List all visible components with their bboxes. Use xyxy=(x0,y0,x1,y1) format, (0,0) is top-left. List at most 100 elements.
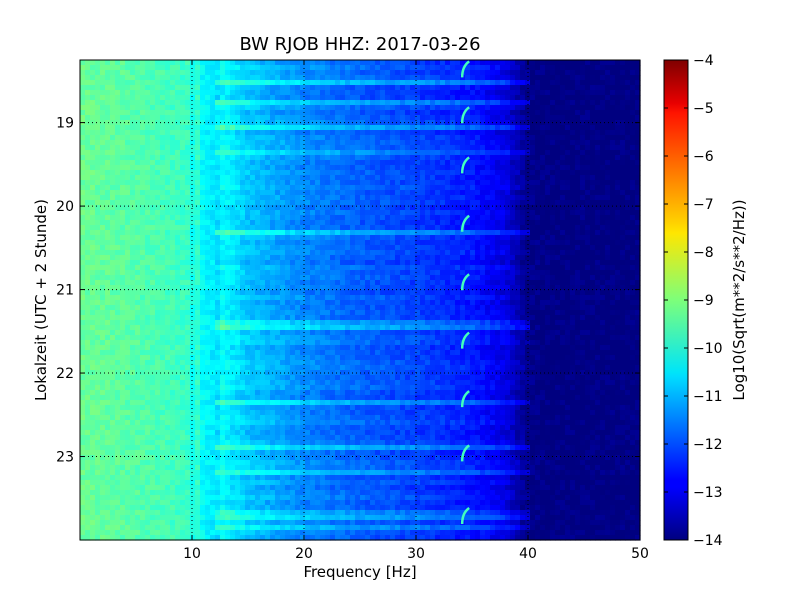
spectrogram-cell xyxy=(215,170,221,176)
spectrogram-cell xyxy=(140,70,146,76)
spectrogram-cell xyxy=(530,60,536,66)
spectrogram-cell xyxy=(135,130,141,136)
spectrogram-cell xyxy=(280,275,286,281)
spectrogram-cell xyxy=(120,110,126,116)
spectrogram-cell xyxy=(400,180,406,186)
spectrogram-cell xyxy=(300,200,306,206)
spectrogram-cell xyxy=(350,265,356,271)
spectrogram-cell xyxy=(110,160,116,166)
spectrogram-cell xyxy=(605,220,611,226)
spectrogram-cell xyxy=(230,140,236,146)
spectrogram-cell xyxy=(375,225,381,231)
spectrogram-cell xyxy=(330,200,336,206)
spectrogram-cell xyxy=(205,60,211,66)
spectrogram-cell xyxy=(115,200,121,206)
spectrogram-cell xyxy=(415,270,421,276)
spectrogram-cell xyxy=(515,255,521,261)
spectrogram-cell xyxy=(555,80,561,86)
spectrogram-cell xyxy=(420,260,426,266)
spectrogram-cell xyxy=(445,135,451,141)
spectrogram-cell xyxy=(250,75,256,81)
spectrogram-cell xyxy=(545,195,551,201)
spectrogram-cell xyxy=(265,95,271,101)
spectrogram-cell xyxy=(510,100,516,106)
spectrogram-cell xyxy=(390,220,396,226)
spectrogram-cell xyxy=(440,80,446,86)
spectrogram-cell xyxy=(150,185,156,191)
spectrogram-cell xyxy=(450,180,456,186)
spectrogram-cell xyxy=(555,95,561,101)
spectrogram-cell xyxy=(510,170,516,176)
spectrogram-cell xyxy=(220,140,226,146)
spectrogram-cell xyxy=(590,155,596,161)
spectrogram-cell xyxy=(510,85,516,91)
spectrogram-cell xyxy=(185,100,191,106)
spectrogram-cell xyxy=(555,240,561,246)
spectrogram-cell xyxy=(175,185,181,191)
spectrogram-cell xyxy=(465,135,471,141)
spectrogram-cell xyxy=(450,205,456,211)
spectrogram-cell xyxy=(580,160,586,166)
spectrogram-cell xyxy=(190,190,196,196)
spectrogram-cell xyxy=(445,200,451,206)
spectrogram-cell xyxy=(440,210,446,216)
spectrogram-cell xyxy=(305,65,311,71)
spectrogram-cell xyxy=(170,105,176,111)
spectrogram-cell xyxy=(90,125,96,131)
spectrogram-cell xyxy=(550,185,556,191)
spectrogram-cell xyxy=(85,65,91,71)
spectrogram-cell xyxy=(615,80,621,86)
spectrogram-cell xyxy=(235,135,241,141)
spectrogram-cell xyxy=(245,150,251,156)
spectrogram-cell xyxy=(560,160,566,166)
spectrogram-cell xyxy=(155,75,161,81)
spectrogram-cell xyxy=(185,190,191,196)
spectrogram-cell xyxy=(260,145,266,151)
spectrogram-cell xyxy=(590,195,596,201)
spectrogram-cell xyxy=(150,240,156,246)
spectrogram-cell xyxy=(410,190,416,196)
spectrogram-cell xyxy=(595,180,601,186)
spectrogram-cell xyxy=(260,205,266,211)
spectrogram-cell xyxy=(310,70,316,76)
spectrogram-cell xyxy=(180,110,186,116)
spectrogram-cell xyxy=(610,125,616,131)
spectrogram-cell xyxy=(180,140,186,146)
spectrogram-cell xyxy=(110,175,116,181)
spectrogram-cell xyxy=(95,200,101,206)
spectrogram-cell xyxy=(150,245,156,251)
spectrogram-cell xyxy=(325,115,331,121)
spectrogram-cell xyxy=(635,240,641,246)
spectrogram-cell xyxy=(445,130,451,136)
spectrogram-cell xyxy=(500,105,506,111)
spectrogram-cell xyxy=(490,170,496,176)
spectrogram-cell xyxy=(280,205,286,211)
spectrogram-cell xyxy=(345,85,351,91)
spectrogram-cell xyxy=(135,170,141,176)
spectrogram-cell xyxy=(550,70,556,76)
spectrogram-cell xyxy=(220,270,226,276)
spectrogram-cell xyxy=(445,205,451,211)
spectrogram-cell xyxy=(380,190,386,196)
spectrogram-cell xyxy=(340,280,346,286)
spectrogram-cell xyxy=(255,275,261,281)
spectrogram-cell xyxy=(315,105,321,111)
spectrogram-cell xyxy=(95,175,101,181)
spectrogram-cell xyxy=(95,220,101,226)
spectrogram-cell xyxy=(390,145,396,151)
spectrogram-cell xyxy=(410,220,416,226)
spectrogram-cell xyxy=(525,105,531,111)
spectrogram-cell xyxy=(145,185,151,191)
spectrogram-cell xyxy=(625,270,631,276)
spectrogram-cell xyxy=(280,240,286,246)
spectrogram-cell xyxy=(420,125,426,131)
spectrogram-cell xyxy=(145,65,151,71)
spectrogram-cell xyxy=(115,120,121,126)
spectrogram-cell xyxy=(385,105,391,111)
spectrogram-cell xyxy=(520,260,526,266)
spectrogram-cell xyxy=(245,260,251,266)
spectrogram-cell xyxy=(190,230,196,236)
spectrogram-cell xyxy=(455,105,461,111)
spectrogram-cell xyxy=(595,195,601,201)
